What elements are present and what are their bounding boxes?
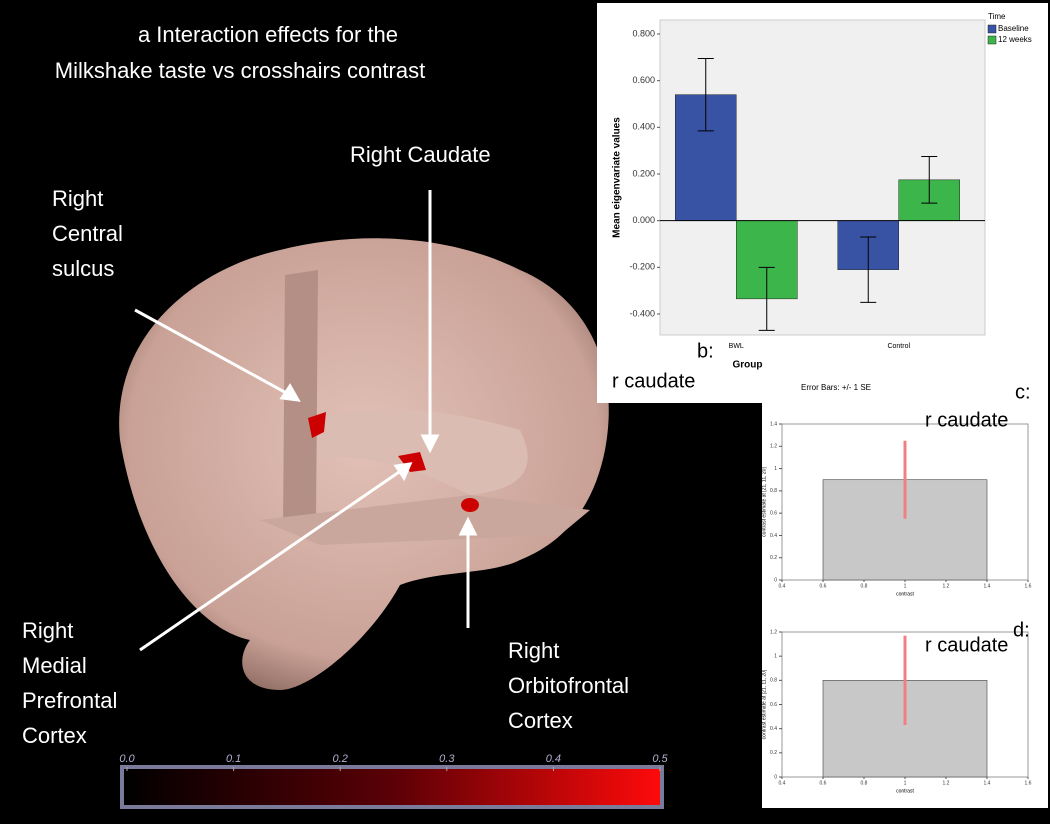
- y-tick-label: 0.600: [632, 75, 655, 85]
- x-tick-label: 0.4: [779, 780, 786, 786]
- annotation: r caudate: [925, 634, 1008, 656]
- note: Error Bars: +/- 1 SE: [801, 383, 871, 392]
- x-tick-label: 1.6: [1025, 780, 1032, 786]
- colorbar-tick-label: 0.0: [119, 753, 135, 765]
- brain: [119, 190, 609, 691]
- legend-swatch: [987, 35, 997, 45]
- y-tick-label: 1.4: [770, 421, 777, 427]
- y-axis-label: contrast estimate at [21, 11, 20]: [761, 467, 767, 537]
- colorbar-tick-label: 0.3: [439, 753, 455, 765]
- x-tick-label: 1.2: [943, 780, 950, 786]
- y-tick-label: 0: [774, 774, 777, 780]
- legend-label: Baseline: [998, 24, 1029, 33]
- x-tick-label: BWL: [729, 343, 744, 350]
- colorbar-tick-label: 0.4: [546, 753, 561, 765]
- x-tick-label: 1.4: [984, 583, 991, 589]
- y-tick-label: 1.2: [770, 629, 777, 635]
- x-axis-label: contrast: [896, 591, 914, 597]
- y-tick-label: 0.4: [770, 726, 777, 732]
- annotation: sulcus: [52, 256, 114, 281]
- x-tick-label: 0.6: [820, 583, 827, 589]
- y-axis-label: contrast estimate at [21, 11, 20]: [761, 669, 767, 739]
- y-tick-label: 0.200: [632, 168, 655, 178]
- arrow-head: [279, 383, 301, 402]
- x-tick-label: 0.4: [779, 583, 786, 589]
- y-tick-label: 0.6: [770, 510, 777, 516]
- y-tick-label: 0.4: [770, 533, 777, 539]
- y-tick-label: -0.400: [629, 308, 655, 318]
- x-tick-label: Control: [887, 343, 910, 350]
- y-tick-label: 0.000: [632, 215, 655, 225]
- annotation: Right: [52, 186, 103, 211]
- activation: [461, 498, 479, 512]
- y-tick-label: 0.6: [770, 702, 777, 708]
- annotation: Prefrontal: [22, 688, 117, 713]
- x-tick-label: 1.4: [984, 780, 991, 786]
- x-tick-label: 1.6: [1025, 583, 1032, 589]
- y-tick-label: 1: [774, 653, 777, 659]
- y-tick-label: 0.400: [632, 122, 655, 132]
- annotation: r caudate: [925, 409, 1008, 431]
- annotation: Cortex: [508, 708, 573, 733]
- y-tick-label: 0.2: [770, 555, 777, 561]
- y-tick-label: 1: [774, 466, 777, 472]
- legend-title: Time: [988, 12, 1006, 21]
- y-tick-label: 0.800: [632, 28, 655, 38]
- brain-shape: [119, 238, 609, 691]
- x-tick-label: 0.6: [820, 780, 827, 786]
- annotation: Cortex: [22, 723, 87, 748]
- arrow: [134, 308, 291, 397]
- arrow: [139, 468, 403, 652]
- x-axis-label: Group: [733, 360, 763, 371]
- legend-label: 12 weeks: [998, 35, 1032, 44]
- x-tick-label: 1.2: [943, 583, 950, 589]
- y-tick-label: 1.2: [770, 444, 777, 450]
- annotation: Right: [22, 618, 73, 643]
- caudate-region: [318, 409, 528, 495]
- arrow-head: [393, 462, 413, 482]
- panel-label: d:: [1013, 619, 1030, 641]
- y-axis-label: Mean eigenvariate values: [612, 117, 623, 238]
- x-tick-label: 0.8: [861, 583, 868, 589]
- y-tick-label: 0: [774, 577, 777, 583]
- y-tick-label: 0.2: [770, 750, 777, 756]
- title: a Interaction effects for the: [138, 22, 398, 47]
- panel-label: c:: [1015, 381, 1031, 403]
- annotation: Orbitofrontal: [508, 673, 629, 698]
- colorbar: [120, 765, 664, 809]
- activation: [308, 412, 326, 438]
- colorbar-tick-label: 0.1: [226, 753, 241, 765]
- x-axis-label: contrast: [896, 788, 914, 794]
- panel-label: b:: [697, 340, 714, 362]
- annotation: Medial: [22, 653, 87, 678]
- annotation: r caudate: [612, 370, 695, 392]
- legend-swatch: [987, 24, 997, 34]
- x-tick-label: 1: [904, 780, 907, 786]
- colorbar-tick-label: 0.2: [333, 753, 348, 765]
- y-tick-label: 0.8: [770, 488, 777, 494]
- x-tick-label: 1: [904, 583, 907, 589]
- x-tick-label: 0.8: [861, 780, 868, 786]
- y-tick-label: -0.200: [629, 262, 655, 272]
- slice-sagittal: [283, 270, 318, 530]
- activation: [398, 452, 426, 472]
- annotation: Right: [508, 638, 559, 663]
- slice-axial: [260, 495, 590, 545]
- arrow-head: [458, 516, 478, 536]
- arrow-head: [420, 434, 440, 454]
- colorbar-tick-label: 0.5: [652, 753, 668, 765]
- title: Milkshake taste vs crosshairs contrast: [55, 58, 425, 83]
- annotation: Right Caudate: [350, 142, 491, 167]
- annotation: Central: [52, 221, 123, 246]
- y-tick-label: 0.8: [770, 678, 777, 684]
